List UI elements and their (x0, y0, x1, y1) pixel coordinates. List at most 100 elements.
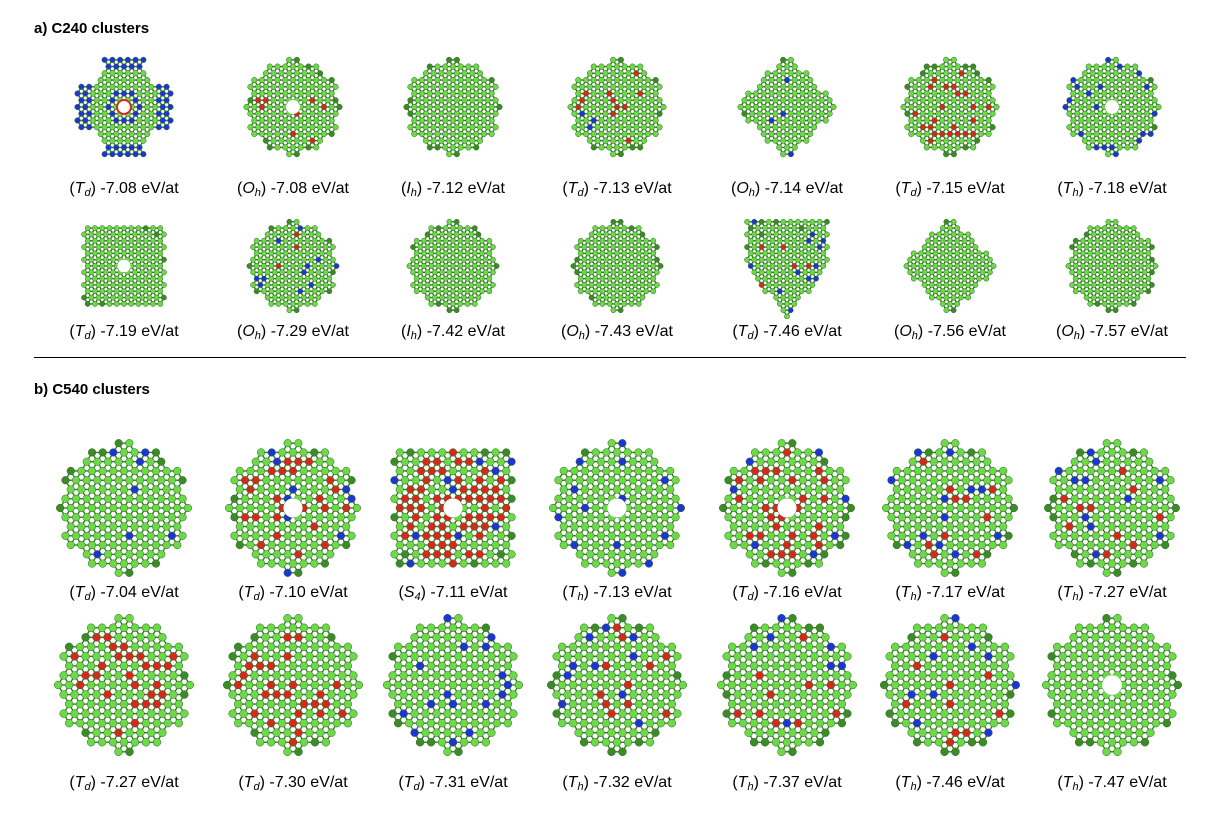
cluster-caption: (Td) -7.16 eV/at (732, 584, 842, 603)
cluster-structure-image (81, 225, 167, 307)
cluster-caption: (Oh) -7.14 eV/at (731, 180, 843, 199)
cluster-structure-image (243, 56, 343, 158)
cluster-caption: (Oh) -7.57 eV/at (1056, 323, 1168, 342)
point-group-subscript: d (253, 781, 260, 793)
cluster-structure-image (546, 614, 688, 756)
energy-value: -7.27 eV/at (100, 774, 179, 791)
cluster-structure-image (225, 439, 361, 577)
point-group-subscript: d (577, 187, 584, 199)
energy-value: -7.16 eV/at (763, 584, 842, 601)
cluster-c540-1-6: (Th) -7.17 eV/at (865, 434, 1035, 616)
point-group-subscript: d (413, 781, 420, 793)
energy-value: -7.12 eV/at (426, 180, 505, 197)
energy-value: -7.08 eV/at (100, 180, 179, 197)
cluster-caption: (Td) -7.15 eV/at (895, 180, 1005, 199)
cluster-caption: (Td) -7.27 eV/at (69, 774, 179, 793)
cluster-c240-2-6: (Oh) -7.56 eV/at (865, 213, 1035, 355)
point-group-symbol: T (74, 774, 85, 791)
energy-value: -7.10 eV/at (269, 584, 348, 601)
point-group-symbol: T (74, 584, 85, 601)
point-group-subscript: h (911, 330, 918, 342)
energy-value: -7.15 eV/at (926, 180, 1005, 197)
cluster-caption: (Td) -7.19 eV/at (69, 323, 179, 342)
point-group-symbol: O (736, 180, 749, 197)
cluster-c540-2-7: (Th) -7.47 eV/at (1027, 609, 1197, 806)
energy-value: -7.42 eV/at (426, 323, 505, 340)
point-group-symbol: O (242, 323, 255, 340)
energy-value: -7.31 eV/at (429, 774, 508, 791)
point-group-subscript: d (84, 591, 91, 603)
point-group-symbol: T (900, 180, 911, 197)
cluster-caption: (Td) -7.31 eV/at (398, 774, 508, 793)
energy-value: -7.57 eV/at (1089, 323, 1168, 340)
point-group-symbol: O (899, 323, 912, 340)
cluster-structure-image (737, 56, 837, 158)
cluster-c540-1-4: (Th) -7.13 eV/at (532, 434, 702, 616)
point-group-symbol: O (1061, 323, 1074, 340)
energy-value: -7.47 eV/at (1088, 774, 1167, 791)
cluster-c540-2-6: (Th) -7.46 eV/at (865, 609, 1035, 806)
cluster-structure-image (74, 56, 174, 158)
cluster-c540-2-5: (Th) -7.37 eV/at (702, 609, 872, 806)
energy-value: -7.19 eV/at (100, 323, 179, 340)
cluster-c240-2-7: (Oh) -7.57 eV/at (1027, 213, 1197, 355)
cluster-caption: (Th) -7.18 eV/at (1057, 180, 1167, 199)
point-group-subscript: h (1072, 187, 1079, 199)
cluster-c240-1-7: (Th) -7.18 eV/at (1027, 51, 1197, 212)
point-group-symbol: T (403, 774, 414, 791)
cluster-c540-2-3: (Td) -7.31 eV/at (368, 609, 538, 806)
point-group-subscript: h (254, 187, 261, 199)
point-group-symbol: T (1062, 584, 1073, 601)
point-group-subscript: h (748, 187, 755, 199)
cluster-c240-2-5: (Td) -7.46 eV/at (702, 213, 872, 355)
energy-value: -7.13 eV/at (593, 180, 672, 197)
point-group-subscript: h (1072, 591, 1079, 603)
energy-value: -7.18 eV/at (1088, 180, 1167, 197)
energy-value: -7.29 eV/at (270, 323, 349, 340)
energy-value: -7.43 eV/at (594, 323, 673, 340)
cluster-c540-1-5: (Td) -7.16 eV/at (702, 434, 872, 616)
point-group-symbol: I (406, 180, 411, 197)
energy-value: -7.13 eV/at (593, 584, 672, 601)
energy-value: -7.17 eV/at (926, 584, 1005, 601)
cluster-structure-image (53, 614, 195, 756)
cluster-structure-image (1041, 614, 1183, 756)
cluster-structure-image (900, 56, 1000, 158)
cluster-caption: (Td) -7.46 eV/at (732, 323, 842, 342)
cluster-caption: (Th) -7.13 eV/at (562, 584, 672, 603)
cluster-structure-image (903, 218, 997, 314)
cluster-c240-2-1: (Td) -7.19 eV/at (39, 213, 209, 355)
cluster-c240-1-6: (Td) -7.15 eV/at (865, 51, 1035, 212)
cluster-caption: (Ih) -7.12 eV/at (401, 180, 505, 199)
cluster-c240-1-2: (Oh) -7.08 eV/at (208, 51, 378, 212)
cluster-structure-image (390, 448, 516, 568)
cluster-structure-image (1062, 56, 1162, 158)
cluster-structure-image (879, 614, 1021, 756)
cluster-c540-1-2: (Td) -7.10 eV/at (208, 434, 378, 616)
cluster-caption: (Td) -7.04 eV/at (69, 584, 179, 603)
cluster-c540-1-3: (S4) -7.11 eV/at (368, 434, 538, 616)
point-group-symbol: T (567, 180, 578, 197)
point-group-subscript: h (577, 591, 584, 603)
point-group-symbol: T (900, 584, 911, 601)
point-group-subscript: d (253, 591, 260, 603)
point-group-subscript: h (577, 781, 584, 793)
cluster-caption: (Th) -7.27 eV/at (1057, 584, 1167, 603)
section-b-title: b) C540 clusters (34, 381, 150, 398)
cluster-caption: (Ih) -7.42 eV/at (401, 323, 505, 342)
section-a-title: a) C240 clusters (34, 20, 150, 37)
point-group-subscript: d (84, 781, 91, 793)
point-group-subscript: 4 (414, 591, 421, 603)
point-group-symbol: T (567, 584, 578, 601)
point-group-symbol: I (406, 323, 411, 340)
cluster-caption: (Oh) -7.08 eV/at (237, 180, 349, 199)
point-group-subscript: h (1073, 330, 1080, 342)
point-group-symbol: T (74, 180, 85, 197)
cluster-caption: (Td) -7.13 eV/at (562, 180, 672, 199)
point-group-subscript: d (910, 187, 917, 199)
point-group-symbol: T (737, 323, 748, 340)
cluster-caption: (Th) -7.32 eV/at (562, 774, 672, 793)
energy-value: -7.30 eV/at (269, 774, 348, 791)
point-group-symbol: T (1062, 774, 1073, 791)
point-group-subscript: h (747, 781, 754, 793)
